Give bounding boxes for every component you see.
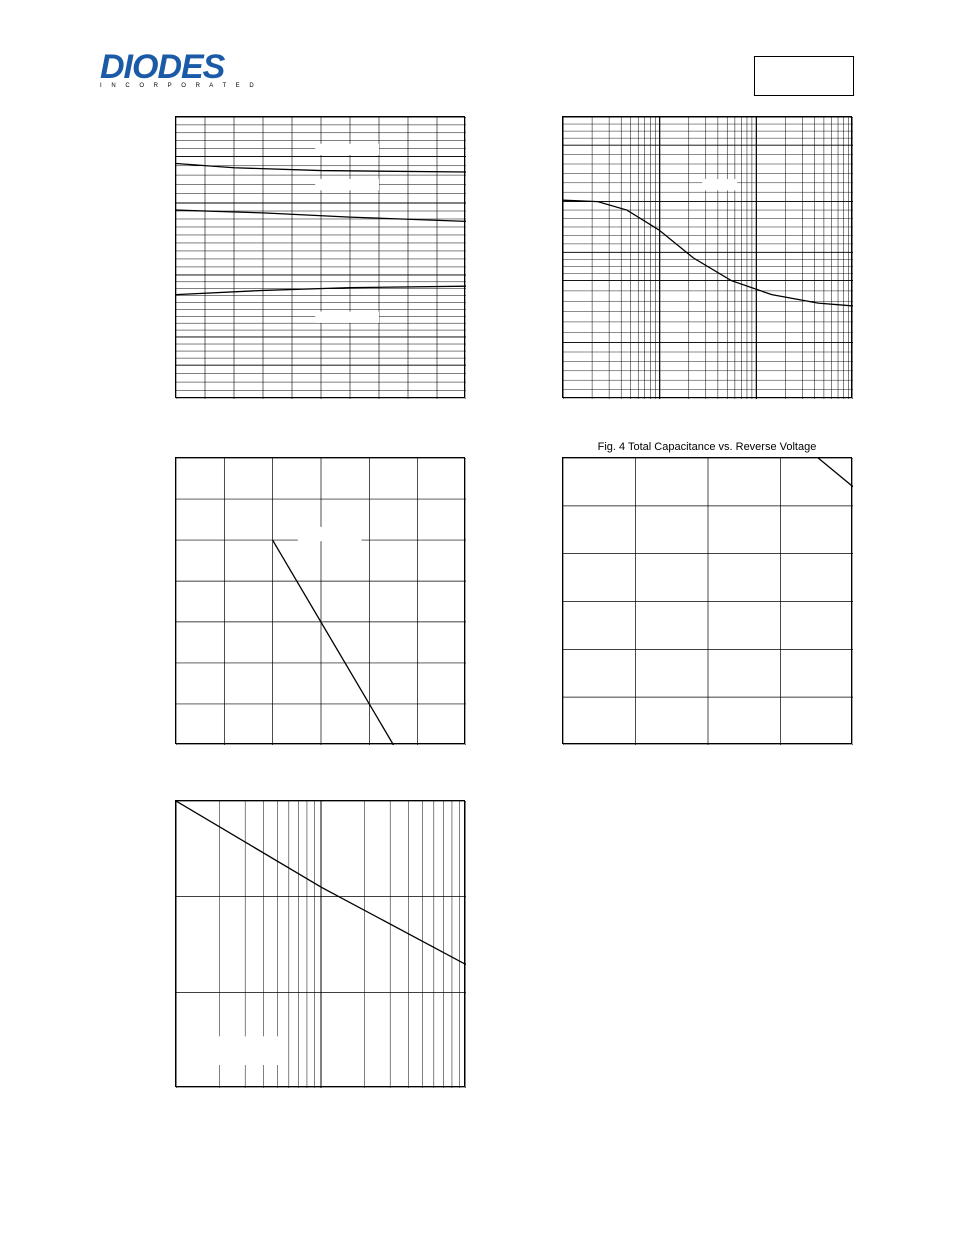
chart-fig4 (562, 457, 852, 744)
logo-text: DIODES (100, 48, 258, 87)
logo-subtext: I N C O R P O R A T E D (100, 83, 258, 89)
logo: DIODES I N C O R P O R A T E D (100, 48, 258, 89)
part-number-box (754, 56, 854, 96)
chart-fig3 (175, 457, 465, 744)
caption-fig4: Fig. 4 Total Capacitance vs. Reverse Vol… (562, 441, 852, 453)
chart-fig1 (175, 116, 465, 398)
chart-fig5 (175, 800, 465, 1087)
chart-fig2 (562, 116, 852, 398)
